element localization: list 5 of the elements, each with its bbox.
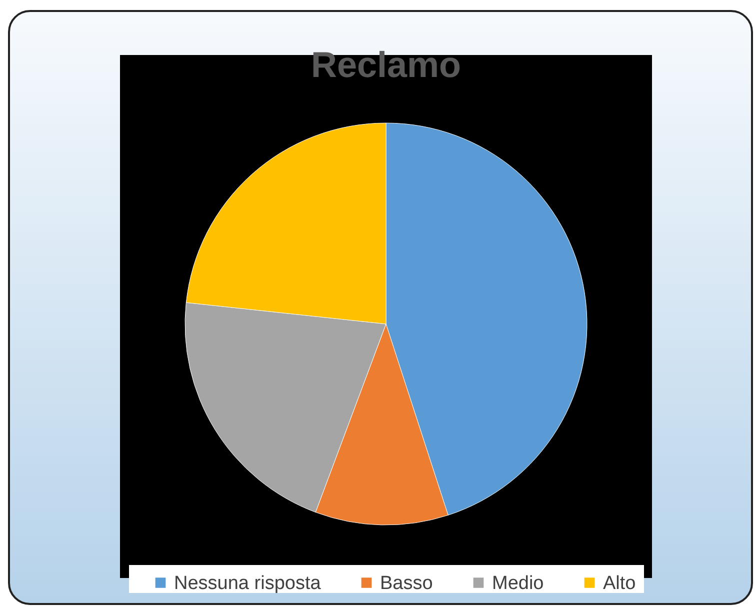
legend-label: Medio xyxy=(492,572,544,594)
chart-title: Reclamo xyxy=(310,44,462,85)
legend-label: Basso xyxy=(380,572,433,594)
legend-label: Nessuna risposta xyxy=(174,572,322,594)
legend-label: Alto xyxy=(603,572,636,594)
